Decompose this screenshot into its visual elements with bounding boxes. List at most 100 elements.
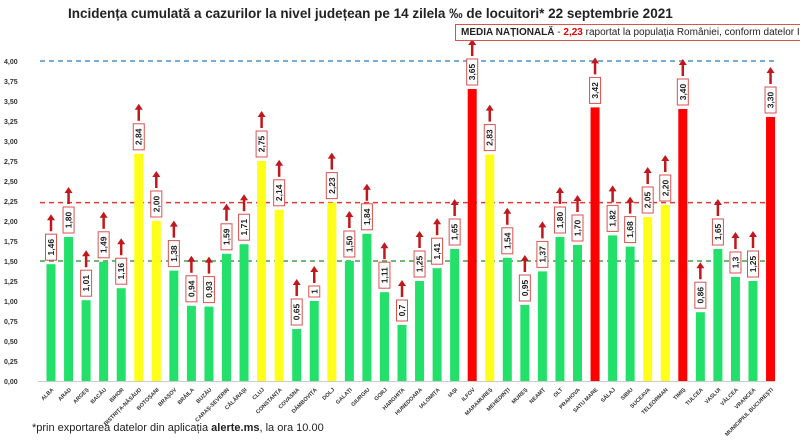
x-tick-label: ARGEȘ — [72, 387, 90, 405]
arrow-head-icon — [257, 111, 266, 117]
footnote-source: alerte.ms — [211, 422, 260, 434]
arrow-head-icon — [222, 203, 231, 210]
arrow-head-icon — [362, 183, 371, 190]
data-label-box — [448, 218, 461, 246]
data-label: 1,84 — [362, 208, 372, 225]
bar — [485, 154, 495, 381]
x-tick-label: IAȘI — [447, 387, 459, 399]
arrow-head-icon — [678, 59, 687, 65]
y-tick-label: 3,75 — [4, 79, 18, 86]
bar — [64, 237, 74, 381]
data-label: 1,37 — [537, 246, 547, 263]
x-tick-label: BIHOR — [109, 387, 126, 404]
y-tick-label: 3,50 — [4, 99, 18, 106]
data-label-box — [694, 281, 707, 309]
media-label: MEDIA NAȚIONALĂ — [461, 27, 555, 38]
data-label-box — [553, 206, 566, 234]
arrow-head-icon — [643, 167, 652, 173]
bar — [292, 329, 302, 381]
x-tick-label: BACĂU — [89, 386, 108, 405]
y-tick-label: 0,50 — [4, 339, 18, 346]
media-sep: - — [554, 27, 564, 38]
arrow-head-icon — [152, 171, 161, 177]
x-tick-label: NEAMȚ — [529, 387, 548, 406]
y-tick-label: 3,00 — [4, 139, 18, 146]
media-value: 2,23 — [563, 27, 583, 38]
arrow-head-icon — [573, 195, 582, 201]
data-label: 1,71 — [239, 219, 249, 236]
data-label: 1,80 — [555, 211, 565, 228]
arrow-head-icon — [696, 262, 705, 269]
arrow-head-icon — [380, 242, 389, 249]
arrow-head-icon — [433, 218, 442, 225]
arrow-head-icon — [450, 199, 459, 205]
national-average-box: MEDIA NAȚIONALĂ - 2,23 raportat la popul… — [455, 24, 800, 41]
data-label: 3,65 — [467, 63, 477, 80]
data-label: 2,75 — [257, 135, 267, 152]
data-label-box — [97, 231, 110, 259]
data-label-box — [378, 261, 391, 289]
x-tick-label: SĂLAJ — [599, 386, 617, 404]
bar — [625, 246, 635, 381]
arrow-head-icon — [310, 266, 319, 272]
bar — [520, 305, 530, 381]
data-label-box — [501, 227, 514, 255]
data-label: 1 — [309, 289, 319, 294]
bar — [573, 245, 582, 381]
data-label-box — [624, 216, 637, 244]
data-label-box — [80, 269, 93, 297]
bar — [695, 312, 705, 381]
arrow-head-icon — [117, 238, 126, 245]
data-label-box — [711, 218, 724, 246]
data-label-box — [536, 240, 549, 268]
data-label: 1,25 — [415, 255, 425, 272]
data-label: 1,59 — [222, 228, 232, 245]
data-label: 1,50 — [344, 235, 354, 252]
data-label: 0,7 — [397, 304, 407, 316]
data-label: 1,46 — [46, 239, 56, 256]
bar — [555, 237, 565, 381]
data-label-box — [641, 186, 654, 214]
bar — [134, 153, 144, 381]
data-label-box — [132, 123, 145, 151]
data-label: 1,38 — [169, 245, 179, 262]
bar — [151, 221, 161, 381]
bar — [327, 202, 337, 381]
data-label-box — [290, 298, 303, 326]
data-label: 1,54 — [502, 232, 512, 249]
y-tick-label: 1,75 — [4, 239, 18, 246]
bar — [608, 235, 618, 381]
x-tick-label: ARAD — [57, 387, 72, 402]
arrow-head-icon — [766, 67, 775, 73]
arrow-head-icon — [345, 211, 354, 217]
arrow-head-icon — [327, 152, 336, 159]
arrow-head-icon — [749, 231, 757, 237]
data-label-box — [273, 179, 286, 207]
bar — [590, 107, 600, 382]
data-label-box — [308, 285, 321, 298]
data-label: 1,65 — [450, 223, 460, 240]
y-tick-label: 4,00 — [4, 59, 18, 66]
data-label-box — [115, 257, 128, 285]
data-label-box — [360, 203, 373, 231]
arrow-head-icon — [398, 280, 406, 286]
bar — [362, 233, 372, 381]
bar — [450, 249, 460, 381]
data-label: 1,3 — [730, 256, 740, 268]
arrow-head-icon — [661, 155, 670, 161]
arrow-head-icon — [626, 196, 635, 203]
data-label: 0,95 — [520, 279, 530, 296]
footnote: *prin exportarea datelor din aplicația a… — [32, 422, 324, 434]
bar — [678, 109, 688, 381]
x-tick-label: MUREȘ — [511, 387, 530, 406]
bar — [81, 300, 91, 381]
bar — [274, 209, 284, 381]
bar — [467, 89, 477, 381]
data-label: 1,65 — [713, 223, 723, 240]
bar — [309, 301, 319, 381]
bar — [186, 305, 196, 381]
data-label: 2,23 — [327, 177, 337, 194]
data-label-box — [202, 276, 215, 304]
arrow-head-icon — [713, 199, 722, 205]
y-tick-label: 0,00 — [4, 379, 18, 386]
